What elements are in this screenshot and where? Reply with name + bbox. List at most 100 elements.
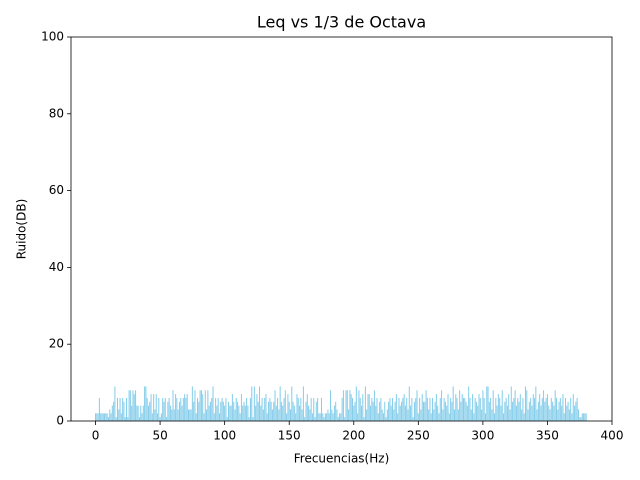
y-tick-label: 0 xyxy=(56,414,64,428)
bar xyxy=(258,386,261,421)
bar xyxy=(579,417,581,421)
bar xyxy=(326,413,328,421)
bar xyxy=(473,413,475,421)
bar xyxy=(514,390,516,421)
bar xyxy=(166,417,168,421)
bar xyxy=(563,413,565,421)
bar xyxy=(317,397,319,421)
bar xyxy=(168,397,170,421)
bar xyxy=(491,409,493,421)
bar xyxy=(410,405,412,421)
bar xyxy=(246,397,248,421)
y-tick-label: 60 xyxy=(49,183,64,197)
bar xyxy=(402,397,404,421)
bar xyxy=(265,394,267,421)
bar xyxy=(546,394,548,421)
bar xyxy=(521,409,523,421)
bar xyxy=(426,397,428,421)
bar xyxy=(565,397,567,421)
bar xyxy=(252,417,254,421)
bar xyxy=(462,397,465,421)
bar xyxy=(523,413,525,421)
bar xyxy=(141,413,143,421)
bar xyxy=(213,413,215,421)
x-tick-label: 0 xyxy=(92,429,100,443)
bar xyxy=(508,394,510,421)
bar xyxy=(558,401,560,421)
bar xyxy=(574,405,576,421)
bar xyxy=(226,417,228,421)
bar xyxy=(255,405,257,421)
bar xyxy=(256,394,258,421)
bar xyxy=(244,405,246,421)
bar xyxy=(243,401,245,421)
bar xyxy=(300,397,302,421)
bar xyxy=(268,401,270,421)
bar xyxy=(357,413,359,421)
bar xyxy=(107,417,109,421)
bar xyxy=(465,401,467,421)
bar xyxy=(305,401,307,421)
bar xyxy=(337,417,339,421)
bar xyxy=(430,413,432,421)
bar xyxy=(380,397,382,421)
bar xyxy=(216,405,218,421)
bar xyxy=(452,386,454,421)
bar xyxy=(154,409,156,421)
bar xyxy=(437,405,439,421)
bar xyxy=(375,405,377,421)
bar xyxy=(106,413,108,421)
bar xyxy=(331,409,333,421)
bar xyxy=(583,413,585,421)
bar xyxy=(568,409,570,421)
bar xyxy=(274,390,276,421)
bar xyxy=(567,401,569,421)
y-tick-label: 20 xyxy=(49,337,64,351)
bar xyxy=(398,397,400,421)
bar xyxy=(434,401,436,421)
bar xyxy=(428,409,430,421)
bar xyxy=(490,397,492,421)
bar xyxy=(182,397,184,421)
bar xyxy=(228,401,230,421)
bar xyxy=(451,401,453,421)
bar xyxy=(368,394,370,421)
bar xyxy=(97,413,99,421)
bar xyxy=(513,397,515,421)
bar xyxy=(131,405,133,421)
bar xyxy=(389,397,391,421)
bar xyxy=(584,413,586,421)
bar xyxy=(522,397,524,421)
bar xyxy=(159,417,161,421)
bar xyxy=(293,405,295,421)
bar xyxy=(506,405,508,421)
bar xyxy=(257,401,259,421)
bar xyxy=(456,397,458,421)
bar xyxy=(120,413,122,421)
bar xyxy=(203,413,205,421)
bar xyxy=(187,409,190,421)
bar xyxy=(493,413,496,421)
bar xyxy=(155,394,157,421)
bar xyxy=(407,409,409,421)
bar xyxy=(524,386,527,421)
bar xyxy=(577,409,579,421)
bar xyxy=(379,401,381,421)
bar xyxy=(559,397,561,421)
bar xyxy=(358,390,360,421)
bar xyxy=(110,413,112,421)
bar xyxy=(279,386,281,421)
bar xyxy=(501,390,503,421)
bar xyxy=(280,401,282,421)
bar xyxy=(512,401,514,421)
bar xyxy=(105,413,107,421)
bar xyxy=(260,405,262,421)
bar xyxy=(403,394,405,421)
bar xyxy=(464,397,466,421)
bar xyxy=(314,417,316,421)
bar xyxy=(492,390,494,421)
bar xyxy=(477,405,479,421)
bar xyxy=(175,394,177,421)
bar xyxy=(211,397,213,421)
bar xyxy=(206,409,208,421)
